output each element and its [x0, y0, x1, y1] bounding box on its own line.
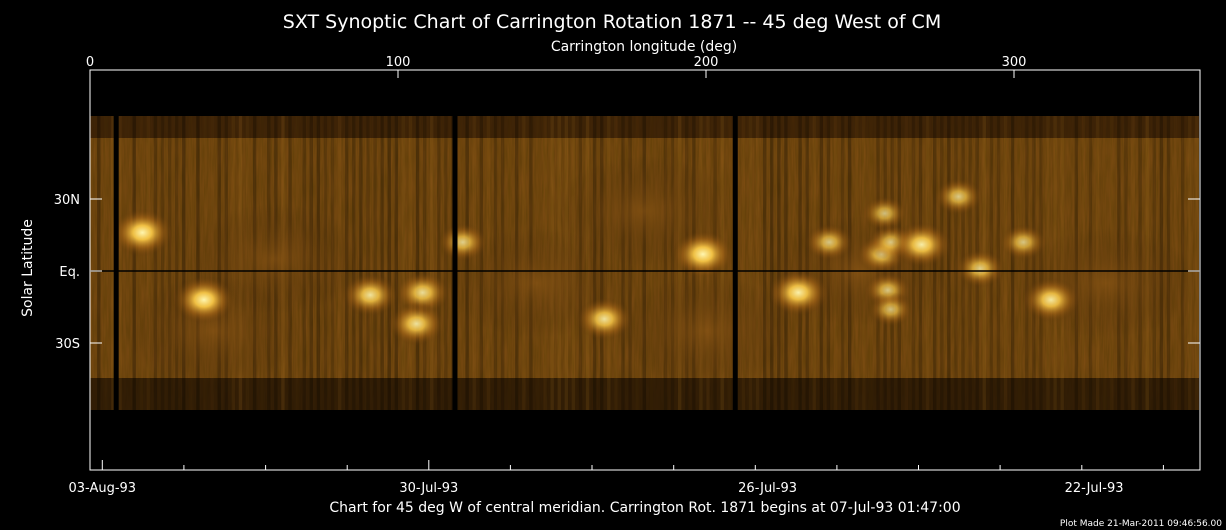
active-region [111, 208, 174, 257]
stripe [430, 116, 434, 410]
active-region [576, 297, 633, 341]
stripe [387, 116, 391, 410]
y-tick-label: 30N [54, 193, 80, 208]
stripe [380, 116, 384, 410]
stripe [153, 116, 158, 410]
stripe [408, 116, 413, 410]
active-region [437, 223, 488, 262]
bottom-date-axis: 03-Aug-93 30-Jul-93 26-Jul-93 22-Jul-93 [69, 460, 1164, 496]
data-gap-line [732, 116, 738, 410]
stripe [762, 116, 767, 410]
plot-made-stamp: Plot Made 21-Mar-2011 09:46:56.00 [1060, 519, 1222, 529]
diffuse-glow [616, 276, 796, 386]
map-area [90, 116, 1199, 470]
active-region [805, 223, 854, 261]
stripe [755, 116, 760, 410]
active-region [934, 178, 983, 216]
stripe [140, 116, 143, 410]
active-region [868, 292, 914, 327]
bottom-tick-label: 03-Aug-93 [69, 481, 137, 496]
stripe [366, 116, 370, 410]
stripe [748, 116, 753, 410]
stripe [118, 116, 122, 410]
stripe [394, 116, 398, 410]
y-tick-label: Eq. [59, 265, 80, 280]
north-edge-shade [90, 116, 1199, 138]
data-gap-line [113, 116, 119, 410]
top-tick-label: 100 [386, 55, 411, 70]
stripe [160, 116, 165, 410]
bottom-tick-label: 30-Jul-93 [399, 481, 458, 496]
no-data-band [90, 410, 1199, 470]
active-region [671, 230, 735, 279]
top-tick-label: 300 [1002, 55, 1027, 70]
chart-caption: Chart for 45 deg W of central meridian. … [329, 500, 960, 516]
stripe [741, 116, 746, 410]
stripe [1010, 116, 1015, 410]
south-edge-shade [90, 378, 1199, 410]
stripe [182, 116, 186, 410]
stripe [97, 116, 101, 410]
stripe [1003, 116, 1008, 410]
stripe [167, 116, 172, 410]
active-region [999, 224, 1047, 261]
top-tick-label: 200 [694, 55, 719, 70]
stripe [422, 116, 427, 410]
stripe [444, 116, 448, 410]
stripe [1195, 116, 1199, 410]
active-region [892, 221, 952, 268]
stripe [1018, 116, 1021, 410]
active-region [342, 273, 399, 317]
stripe [415, 116, 420, 410]
y-axis: 30N Eq. 30S [54, 193, 1200, 352]
top-tick-label: 0 [86, 55, 94, 70]
active-region [862, 196, 908, 231]
active-region [172, 275, 236, 324]
top-axis-label: Carrington longitude (deg) [551, 39, 737, 55]
stripe [401, 116, 406, 410]
y-tick-label: 30S [55, 337, 80, 352]
active-region [768, 269, 829, 316]
top-axis: 0 100 200 300 [86, 55, 1027, 78]
active-region [1022, 277, 1080, 322]
active-region [388, 302, 445, 346]
stripe [437, 116, 441, 410]
stripe [175, 116, 179, 410]
plot-frame [89, 69, 1201, 471]
y-axis-label: Solar Latitude [20, 219, 36, 317]
active-region [955, 249, 1006, 288]
stripe [111, 116, 115, 410]
stripe [146, 116, 151, 410]
data-gap-line [452, 116, 458, 410]
stripe [373, 116, 377, 410]
stripe [104, 116, 107, 410]
chart-title: SXT Synoptic Chart of Carrington Rotatio… [283, 11, 941, 33]
stripe [132, 116, 136, 410]
diffuse-glow [123, 276, 304, 386]
stripe [954, 116, 958, 410]
bottom-tick-label: 22-Jul-93 [1065, 481, 1124, 496]
bottom-tick-label: 26-Jul-93 [738, 481, 797, 496]
